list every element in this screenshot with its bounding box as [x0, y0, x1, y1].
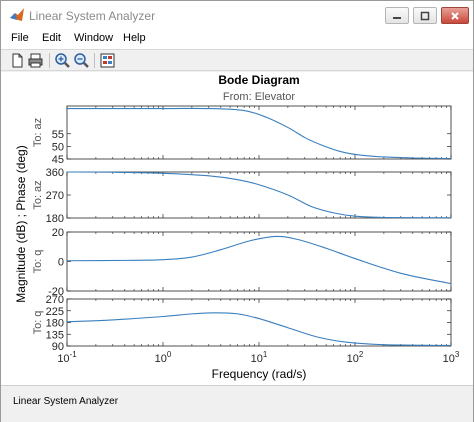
y-tick-label: 270 [46, 190, 64, 202]
series-line [66, 312, 452, 347]
y-tick-label: 270 [46, 294, 64, 306]
menu-edit[interactable]: Edit [42, 32, 61, 44]
status-bar: Linear System Analyzer [1, 385, 473, 422]
y-tick-label: 90 [52, 341, 64, 353]
y-tick-label: 0 [58, 257, 64, 269]
menu-file[interactable]: File [11, 32, 29, 44]
y-tick-label: -20 [48, 286, 64, 298]
restore-icon [420, 11, 430, 20]
x-tick-label: 100 [155, 350, 172, 365]
toolbar [1, 49, 473, 71]
menu-window[interactable]: Window [74, 32, 114, 44]
chart-subtitle: From: Elevator [223, 91, 295, 103]
plot-config-icon[interactable] [99, 52, 116, 69]
y-tick-label: 50 [52, 141, 64, 153]
minimize-button[interactable] [385, 7, 409, 24]
y-tick-label: 135 [46, 329, 64, 341]
row-label: To: az [32, 180, 44, 209]
x-tick-label: 101 [251, 350, 268, 365]
x-axis-label: Frequency (rad/s) [212, 367, 307, 381]
y-tick-label: 225 [46, 306, 64, 318]
close-icon [451, 11, 459, 20]
menu-bar: File Edit Window Help [1, 29, 473, 49]
print-icon[interactable] [27, 52, 44, 69]
close-button[interactable] [441, 7, 469, 24]
row-label: To: az [32, 118, 44, 147]
status-text: Linear System Analyzer [13, 396, 119, 407]
title-bar[interactable]: Linear System Analyzer [1, 1, 473, 29]
plot-area: Bode Diagram From: Elevator Magnitude (d… [1, 72, 473, 385]
new-icon[interactable] [9, 52, 26, 69]
maximize-button[interactable] [413, 7, 437, 24]
bode-chart[interactable]: Bode Diagram From: Elevator Magnitude (d… [1, 72, 473, 385]
minimize-icon [393, 16, 401, 19]
x-tick-label: 102 [347, 350, 364, 365]
y-tick-label: 45 [52, 154, 64, 166]
y-axis-label: Magnitude (dB) ; Phase (deg) [14, 145, 28, 302]
y-tick-label: 180 [46, 318, 64, 330]
series-line [66, 235, 452, 285]
bode-panel-3[interactable]: -20 0 20 To: q [32, 227, 452, 298]
series-line [66, 171, 452, 219]
matlab-logo-icon [10, 8, 24, 21]
x-tick-label: 103 [443, 350, 460, 365]
panel-frame [66, 231, 452, 292]
panel-frame [66, 298, 452, 347]
menu-help[interactable]: Help [123, 32, 146, 44]
series-line [67, 107, 452, 160]
row-label: To: q [32, 250, 44, 274]
x-tick-label: 10-1 [57, 350, 77, 365]
y-tick-label: 180 [46, 213, 64, 225]
row-label: To: q [32, 311, 44, 335]
zoom-out-icon[interactable] [73, 52, 90, 69]
y-tick-label: 55 [52, 129, 64, 141]
y-tick-label: 360 [46, 167, 64, 179]
y-tick-label: 20 [52, 227, 64, 239]
toolbar-separator [49, 53, 50, 68]
toolbar-separator [94, 53, 95, 68]
window-title: Linear System Analyzer [29, 9, 156, 23]
panel-frame [66, 171, 452, 219]
chart-title: Bode Diagram [218, 73, 299, 87]
zoom-in-icon[interactable] [54, 52, 71, 69]
